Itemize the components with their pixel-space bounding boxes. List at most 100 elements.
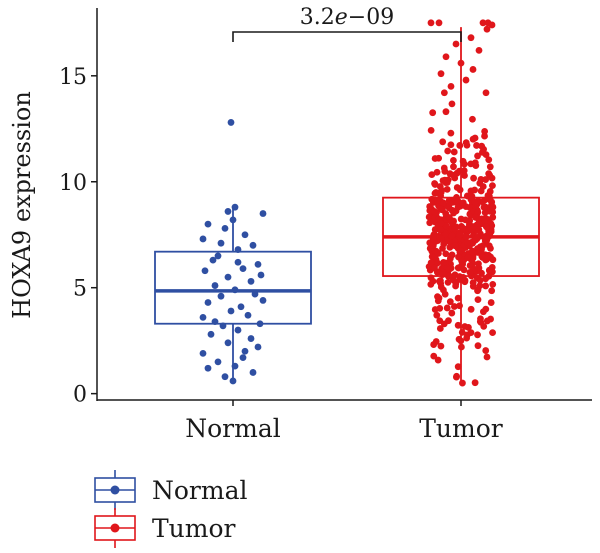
data-point [447, 129, 455, 137]
data-point [437, 205, 444, 213]
data-point [483, 317, 491, 325]
data-point [199, 349, 207, 357]
data-point [440, 89, 448, 97]
data-point [217, 292, 225, 300]
data-point [478, 269, 485, 277]
data-point [488, 287, 496, 295]
data-point [471, 186, 479, 194]
data-point [440, 240, 448, 248]
data-point [454, 203, 462, 211]
data-point [428, 171, 436, 179]
data-point [435, 19, 443, 27]
data-point [462, 216, 469, 224]
data-point [482, 223, 490, 230]
data-point [204, 299, 212, 306]
data-point [433, 249, 441, 256]
data-point [479, 19, 487, 27]
data-point [474, 286, 482, 294]
data-point [259, 210, 267, 217]
data-point [447, 83, 455, 90]
data-point [444, 147, 452, 155]
data-point [463, 239, 471, 247]
data-point [199, 313, 207, 321]
data-point [239, 265, 247, 273]
data-point [469, 282, 477, 290]
data-point [481, 128, 489, 135]
data-point [446, 214, 453, 221]
data-point [427, 19, 435, 27]
data-point [448, 100, 456, 108]
data-point [451, 242, 459, 250]
data-point [487, 299, 495, 306]
data-point [229, 377, 237, 385]
data-point [436, 325, 444, 332]
data-point [456, 231, 464, 239]
data-point [229, 216, 237, 224]
data-point [475, 220, 483, 227]
data-point [221, 373, 229, 381]
data-point [448, 309, 456, 317]
data-point [479, 242, 486, 250]
data-point [482, 256, 490, 263]
data-point [224, 273, 232, 281]
legend-dot [110, 485, 120, 495]
data-point [466, 262, 474, 269]
data-point [442, 250, 450, 258]
data-point [465, 324, 472, 331]
data-point [486, 163, 494, 171]
data-point [430, 207, 438, 215]
data-point [446, 272, 453, 280]
data-point [459, 379, 466, 387]
data-point [471, 134, 479, 142]
data-point [486, 172, 494, 179]
data-point [489, 256, 497, 264]
data-point [469, 66, 477, 73]
data-point [234, 258, 242, 266]
data-point [231, 286, 239, 294]
data-point [472, 213, 479, 221]
data-point [427, 280, 435, 288]
p-value-label: 3.2e−09 [300, 5, 394, 30]
data-point [433, 259, 441, 267]
data-point [431, 264, 438, 272]
data-point [448, 232, 456, 240]
data-point [224, 208, 232, 215]
data-point [227, 119, 235, 126]
y-tick-label: 5 [73, 277, 87, 302]
p-value-exponent: −09 [348, 5, 394, 30]
data-point [460, 266, 468, 274]
data-point [257, 271, 265, 279]
data-point [469, 115, 476, 123]
data-point [477, 187, 485, 195]
data-point [454, 197, 462, 205]
data-point [254, 260, 262, 268]
data-point [489, 213, 497, 221]
data-point [426, 203, 434, 210]
box [154, 250, 312, 325]
data-point [256, 320, 264, 328]
data-point [476, 276, 484, 284]
data-point [482, 282, 490, 290]
data-point [430, 341, 438, 348]
data-point [241, 347, 249, 355]
data-point [214, 252, 222, 260]
data-point [462, 76, 470, 84]
data-point [436, 183, 444, 190]
data-point [454, 363, 462, 371]
data-point [488, 21, 496, 29]
data-point [461, 172, 468, 179]
data-point [460, 167, 468, 175]
data-point [489, 203, 497, 211]
data-point [453, 372, 460, 380]
data-point [480, 203, 488, 211]
data-point [476, 179, 484, 187]
data-point [484, 193, 492, 201]
data-point [433, 168, 441, 176]
data-point [455, 264, 463, 272]
y-tick-label: 10 [59, 171, 87, 196]
data-point [479, 198, 487, 206]
data-point [459, 224, 467, 232]
data-point [461, 276, 469, 284]
data-point [441, 167, 449, 175]
